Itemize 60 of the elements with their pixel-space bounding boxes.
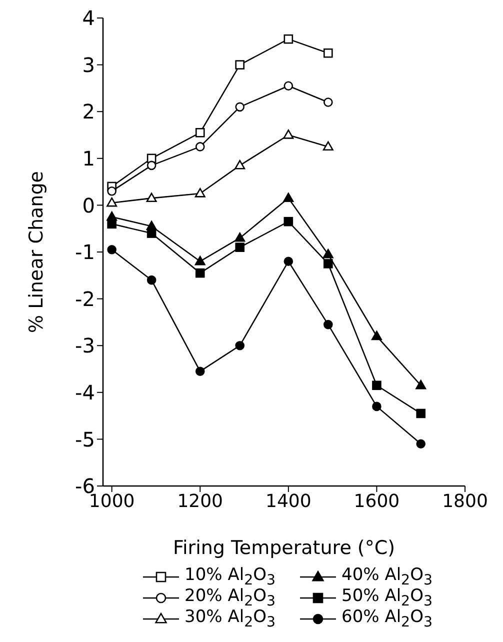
y-axis-title: % Linear Change: [26, 171, 48, 333]
legend-label: 30% Al$_{2}$O$_{3}$: [184, 606, 276, 630]
x-axis-title: Firing Temperature (°C): [172, 537, 396, 559]
y-tick-label: -3: [75, 334, 95, 358]
point: [235, 102, 245, 112]
point: [323, 48, 333, 58]
point: [284, 256, 294, 266]
point: [235, 340, 245, 350]
point: [107, 186, 116, 196]
point: [323, 259, 333, 268]
point: [283, 192, 294, 202]
legend-label: 20% Al$_{2}$O$_{3}$: [184, 586, 276, 610]
point: [322, 141, 334, 151]
point: [106, 197, 118, 207]
point: [146, 275, 156, 285]
point: [284, 81, 294, 91]
point: [195, 142, 205, 152]
point: [235, 60, 245, 70]
point: [235, 242, 245, 252]
point: [416, 408, 426, 418]
point: [195, 268, 205, 278]
point: [283, 130, 294, 139]
point: [372, 402, 382, 412]
x-tick-label: 1400: [266, 490, 312, 512]
y-tick-label: -5: [75, 427, 95, 452]
point: [234, 232, 246, 242]
x-tick-label: 1600: [354, 490, 400, 512]
y-tick-label: 0: [82, 193, 95, 218]
point: [234, 160, 246, 170]
y-tick-label: 1: [82, 146, 95, 170]
point: [323, 320, 333, 330]
point: [107, 245, 116, 254]
y-tick-label: 2: [82, 100, 95, 124]
point: [416, 380, 426, 390]
point: [284, 34, 294, 44]
point: [322, 248, 334, 258]
legend-label: 10% Al$_{2}$O$_{3}$: [184, 564, 276, 588]
point: [195, 128, 205, 138]
x-tick-label: 1800: [442, 490, 488, 512]
legend-label: 60% Al$_{2}$O$_{3}$: [342, 606, 432, 630]
y-tick-label: -2: [75, 286, 95, 311]
point: [146, 192, 157, 202]
point: [107, 219, 116, 229]
point: [146, 160, 156, 170]
x-tick-label: 1200: [177, 490, 224, 512]
point: [194, 188, 206, 198]
legend-label: 50% Al$_{2}$O$_{3}$: [342, 586, 432, 610]
point: [194, 256, 206, 266]
point: [372, 380, 382, 390]
point: [371, 330, 382, 340]
y-tick-label: -4: [75, 380, 95, 404]
legend-label: 40% Al$_{2}$O$_{3}$: [342, 564, 432, 588]
point: [195, 366, 205, 376]
y-tick-label: 3: [82, 52, 95, 77]
point: [323, 98, 333, 107]
point: [146, 228, 156, 238]
y-tick-label: -1: [75, 240, 95, 264]
y-tick-label: 4: [82, 6, 95, 30]
point: [284, 216, 294, 226]
point: [416, 439, 426, 449]
